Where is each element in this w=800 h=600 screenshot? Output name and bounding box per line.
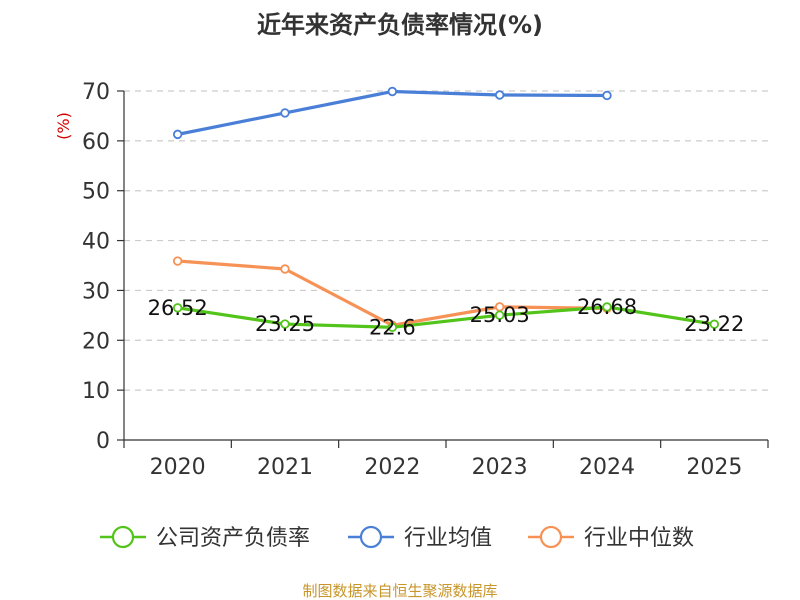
data-point xyxy=(602,90,612,101)
x-tick-label: 2024 xyxy=(579,455,635,480)
legend-item[interactable]: 行业中位数 xyxy=(528,525,694,551)
data-point xyxy=(172,256,183,266)
data-point xyxy=(387,86,398,97)
data-label: 26.68 xyxy=(577,295,637,319)
data-label: 25.03 xyxy=(470,303,530,327)
data-point xyxy=(280,108,290,118)
legend-circle-marker xyxy=(111,525,135,549)
chart-title: 近年来资产负债率情况(%) xyxy=(257,11,543,39)
data-labels: 26.52 23.25 22.6 25.03 26.68 23.22 xyxy=(148,295,745,339)
data-label: 23.25 xyxy=(255,312,315,336)
data-label: 26.52 xyxy=(148,296,208,320)
data-point xyxy=(709,319,720,329)
legend-item[interactable]: 公司资产负债率 xyxy=(100,525,310,551)
x-tick-label: 2020 xyxy=(150,455,206,480)
legend-label: 公司资产负债率 xyxy=(156,526,310,551)
grid-lines xyxy=(124,90,768,391)
legend: 公司资产负债率 行业均值 行业中位数 xyxy=(100,525,694,551)
data-point xyxy=(602,302,612,312)
data-label: 22.6 xyxy=(369,315,416,339)
legend-label: 行业中位数 xyxy=(584,526,694,551)
series-1 xyxy=(172,86,612,140)
data-point xyxy=(494,90,505,100)
series-layer xyxy=(172,86,720,333)
legend-label: 行业均值 xyxy=(404,526,492,551)
y-axis-unit-label: (%) xyxy=(54,112,73,140)
legend-item[interactable]: 行业均值 xyxy=(348,525,492,551)
data-point xyxy=(172,303,183,313)
source-note: 制图数据来自恒生聚源数据库 xyxy=(302,582,497,600)
x-tick-label: 2022 xyxy=(364,455,420,480)
y-tick-label: 40 xyxy=(82,230,110,255)
data-point xyxy=(280,264,290,274)
y-tick-label: 0 xyxy=(96,429,110,454)
data-point xyxy=(494,310,505,320)
x-tick-label: 2023 xyxy=(472,455,528,480)
legend-circle-marker xyxy=(539,525,563,549)
data-point xyxy=(387,322,398,333)
legend-circle-marker xyxy=(359,525,383,549)
axes: 0 10 20 30 40 50 60 70 2020 2021 2022 2023 2024 2025 xyxy=(82,80,769,480)
x-tick-label: 2025 xyxy=(686,455,742,480)
y-tick-label: 20 xyxy=(82,329,110,354)
y-tick-label: 70 xyxy=(82,80,110,105)
data-point xyxy=(172,129,183,140)
y-tick-label: 30 xyxy=(82,279,110,304)
data-point xyxy=(280,319,290,329)
data-label: 23.22 xyxy=(684,312,744,336)
series-0 xyxy=(172,302,720,333)
x-tick-label: 2021 xyxy=(257,455,313,480)
series-line xyxy=(176,305,716,329)
y-tick-label: 60 xyxy=(82,130,110,155)
y-tick-label: 50 xyxy=(82,180,110,205)
y-tick-label: 10 xyxy=(82,379,110,404)
series-line xyxy=(176,89,609,136)
